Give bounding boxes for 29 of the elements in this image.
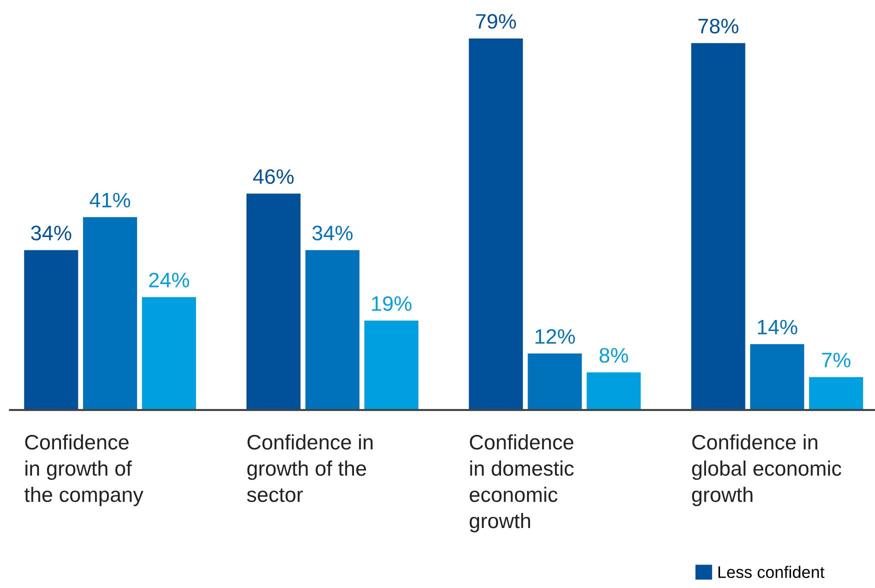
bar <box>142 297 196 410</box>
data-label: 41% <box>90 192 130 208</box>
x-tick-label: Confidence in domestic economic growth <box>470 434 574 532</box>
x-tick-label: Confidence in growth of the sector <box>247 434 373 502</box>
data-label: 8% <box>600 348 628 363</box>
data-label: 24% <box>149 272 190 288</box>
data-label: 7% <box>822 352 850 368</box>
bar <box>586 372 641 410</box>
bar <box>750 344 804 410</box>
bar <box>528 354 582 410</box>
data-label: 14% <box>758 320 798 334</box>
data-label: 79% <box>476 14 516 29</box>
data-label: 34% <box>312 226 353 240</box>
bar <box>246 194 301 410</box>
bar <box>305 250 360 410</box>
bar <box>809 377 864 410</box>
bar <box>691 43 746 410</box>
data-label: 19% <box>372 296 412 311</box>
x-tick-label: Confidence in growth of the company <box>24 434 144 506</box>
legend-label: Less confident <box>718 566 824 578</box>
data-label: 34% <box>31 226 72 240</box>
data-label: 12% <box>536 329 575 344</box>
bar <box>24 250 78 410</box>
data-label: 46% <box>253 169 294 184</box>
bar <box>364 320 418 410</box>
bar <box>468 38 523 410</box>
data-label: 78% <box>698 18 738 34</box>
x-tick-label: Confidence in global economic growth <box>692 434 842 506</box>
bar <box>83 217 138 410</box>
